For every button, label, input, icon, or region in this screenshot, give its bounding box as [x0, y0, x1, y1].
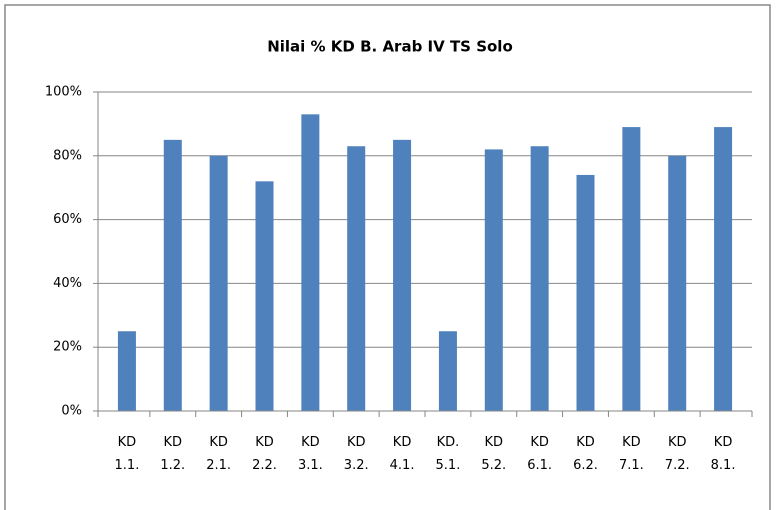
y-tick-label: 80% [53, 148, 82, 163]
x-tick-label: KD 2.1. [206, 435, 231, 473]
x-tick-label-line: KD [530, 435, 549, 450]
x-tick-label-line: 8.1. [711, 458, 736, 473]
x-tick-label: KD 1.1. [115, 435, 140, 473]
x-tick-label: KD. 5.1. [436, 435, 461, 473]
x-tick-label-line: KD [347, 435, 366, 450]
y-tick-label: 0% [61, 404, 82, 419]
bar [301, 114, 320, 411]
x-tick-label: KD 6.1. [527, 435, 552, 473]
chart-frame [4, 4, 771, 510]
x-tick-label: KD 2.2. [252, 435, 277, 473]
x-tick-label: KD 7.1. [619, 435, 644, 473]
x-tick-label-line: 1.1. [115, 458, 140, 473]
bar [347, 146, 366, 412]
bar [393, 139, 412, 411]
x-tick-label-line: KD [118, 435, 137, 450]
x-tick-label-line: KD [209, 435, 228, 450]
x-tick-label-line: 2.1. [206, 458, 231, 473]
x-tick-label-line: 3.1. [298, 458, 323, 473]
y-tick-label: 40% [53, 276, 82, 291]
x-tick-label: KD 7.2. [665, 435, 690, 473]
bar [209, 155, 228, 411]
bar [163, 139, 182, 411]
x-tick-label: KD 3.2. [344, 435, 369, 473]
x-tick-label-line: 1.2. [160, 458, 185, 473]
bar [255, 181, 274, 411]
x-tick-label: KD 1.2. [160, 435, 185, 473]
x-tick-label-line: KD [576, 435, 595, 450]
bar [438, 331, 457, 411]
x-tick-label-line: 4.1. [390, 458, 415, 473]
x-tick-label-line: 5.1. [436, 458, 461, 473]
x-tick-label-line: 7.1. [619, 458, 644, 473]
bar [530, 146, 549, 412]
x-tick-label-line: 5.2. [481, 458, 506, 473]
y-tick-label: 60% [53, 212, 82, 227]
x-tick-label-line: 2.2. [252, 458, 277, 473]
x-tick-label-line: 6.2. [573, 458, 598, 473]
x-tick-label-line: 7.2. [665, 458, 690, 473]
x-tick-label-line: KD [255, 435, 274, 450]
x-tick-label: KD 8.1. [711, 435, 736, 473]
x-tick-label-line: KD [622, 435, 641, 450]
x-tick-label: KD 4.1. [390, 435, 415, 473]
y-tick-label: 100% [45, 85, 82, 100]
bar [714, 127, 733, 411]
x-tick-label-line: KD. [437, 435, 460, 450]
x-tick-label-line: KD [301, 435, 320, 450]
bar [622, 127, 641, 411]
x-tick-label-line: KD [393, 435, 412, 450]
x-tick-label-line: 6.1. [527, 458, 552, 473]
x-tick-label: KD 5.2. [481, 435, 506, 473]
bar [484, 149, 503, 412]
x-tick-label-line: KD [714, 435, 733, 450]
x-tick-label-line: KD [668, 435, 687, 450]
bar [668, 155, 687, 411]
x-tick-label: KD 6.2. [573, 435, 598, 473]
bar [117, 331, 136, 411]
x-tick-label-line: 3.2. [344, 458, 369, 473]
bar [576, 174, 595, 411]
y-tick-label: 20% [53, 340, 82, 355]
x-tick-label-line: KD [164, 435, 183, 450]
chart-title: Nilai % KD B. Arab IV TS Solo [267, 38, 513, 56]
x-tick-label-line: KD [485, 435, 504, 450]
x-tick-label: KD 3.1. [298, 435, 323, 473]
